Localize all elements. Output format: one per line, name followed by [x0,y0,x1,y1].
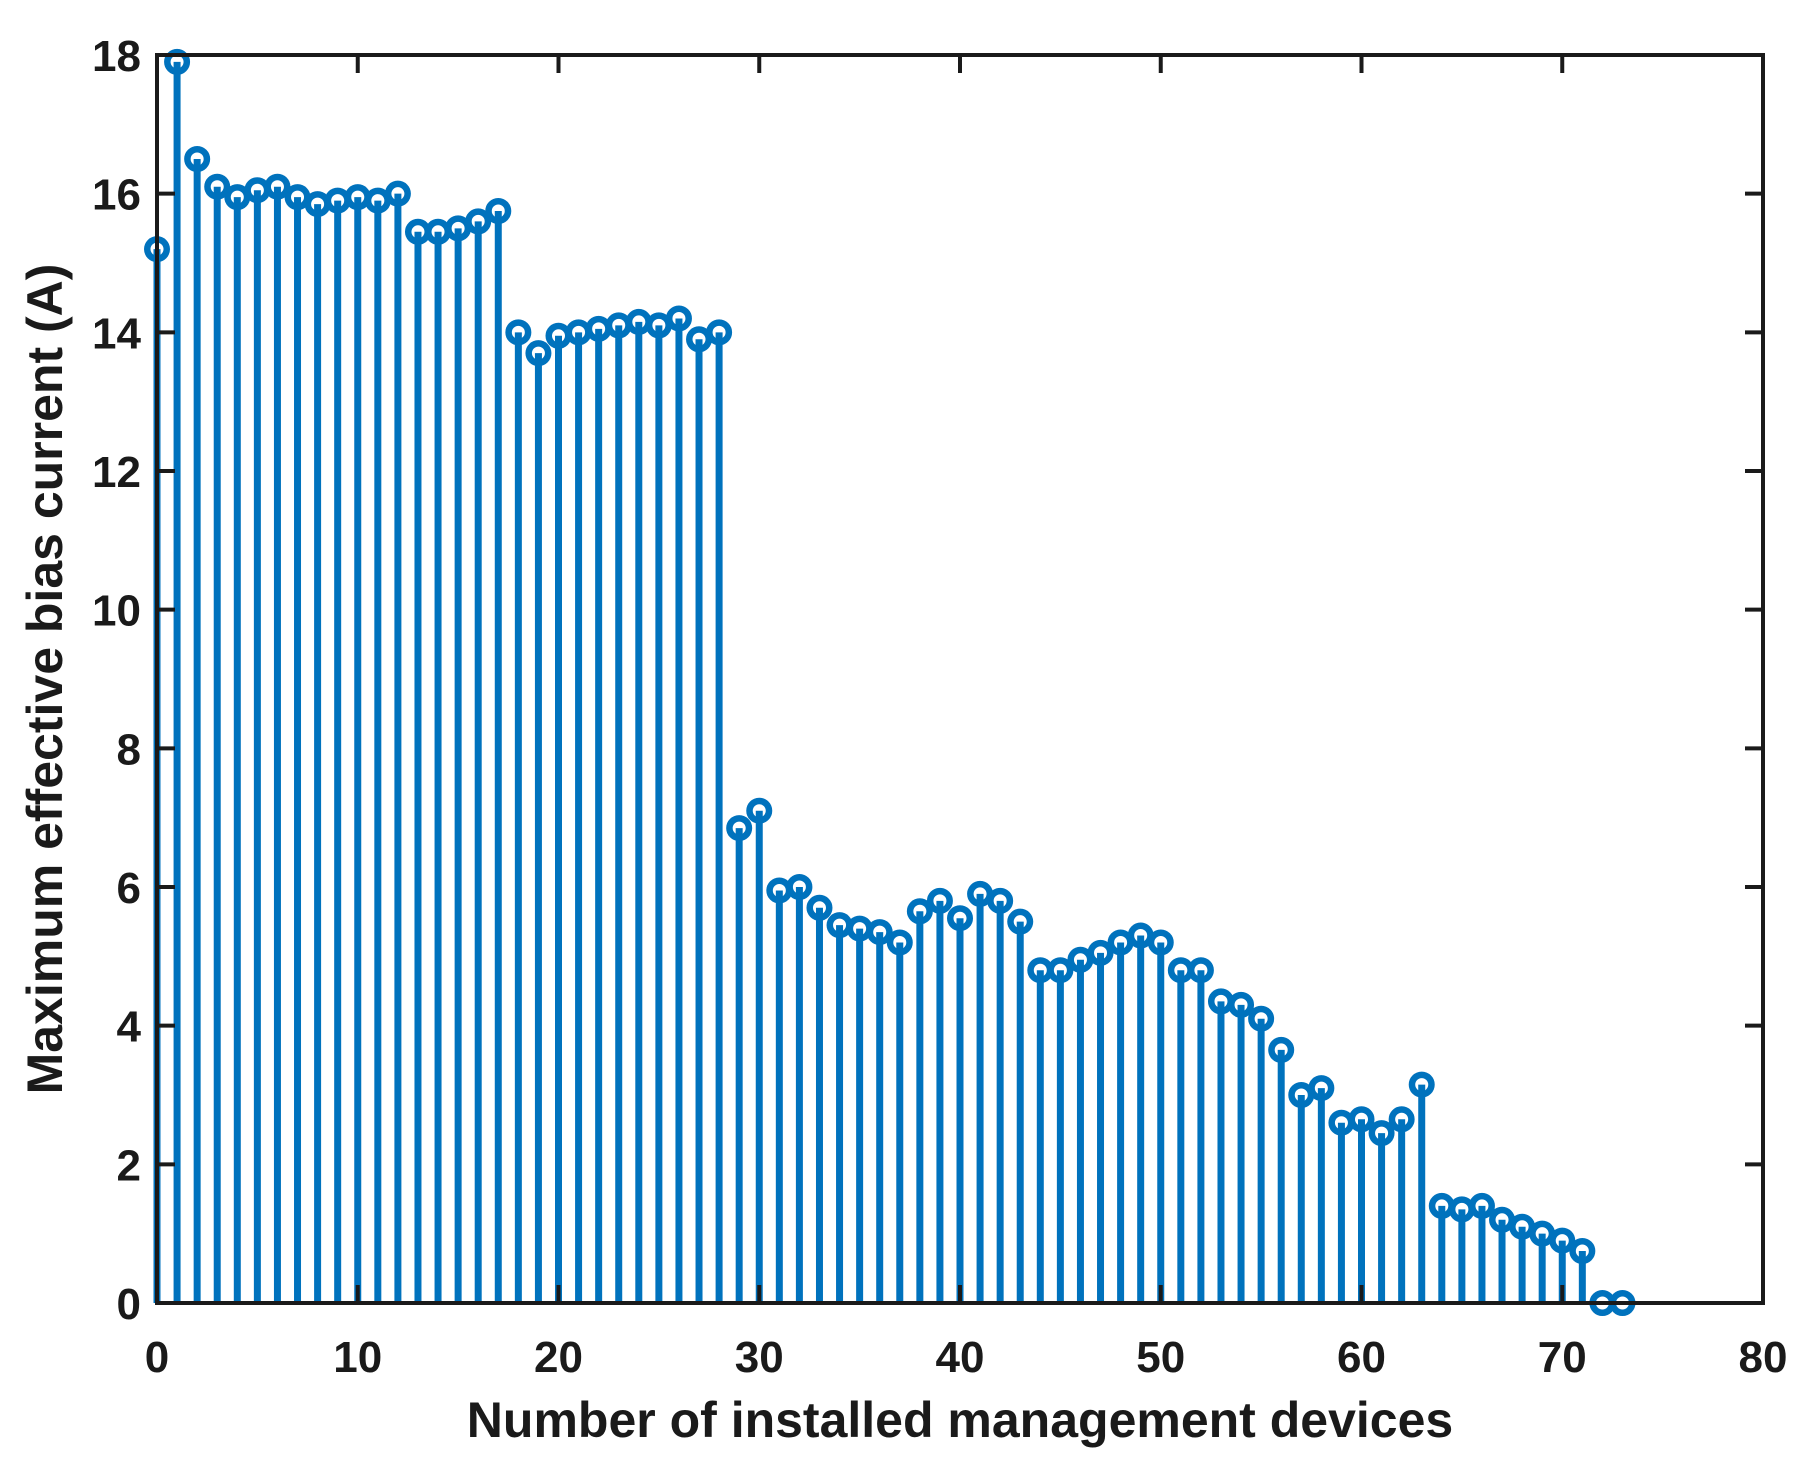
x-tick-label: 60 [1337,1333,1386,1382]
stem-marker [1187,957,1214,984]
stem-marker [1388,1106,1415,1133]
stem-marker [866,919,893,946]
stem-marker [706,319,733,346]
y-tick-label: 18 [92,32,141,81]
stem-marker [987,887,1014,914]
axis-ticks [155,53,1765,1305]
stem-marker [525,340,552,367]
y-tick-label: 12 [92,448,141,497]
stem-marker [1007,908,1034,935]
x-tick-label: 0 [145,1333,169,1382]
x-tick-label: 80 [1739,1333,1788,1382]
stem-marker [1408,1071,1435,1098]
stem-marker [184,146,211,172]
x-tick-label: 20 [534,1333,583,1382]
y-tick-label: 16 [92,171,141,220]
y-tick-label: 8 [117,725,141,774]
stem-marker [1368,1120,1395,1147]
stem-marker [906,898,933,925]
stem-marker [505,319,532,346]
stem-marker [1087,939,1114,966]
stem-marker [665,305,692,332]
y-tick-label: 4 [117,1003,142,1052]
x-tick-label: 10 [333,1333,382,1382]
stem-marker [1348,1106,1375,1133]
stem-marker [1228,991,1255,1018]
stem-marker [1268,1036,1295,1063]
stem-marker [746,797,773,824]
x-tick-label: 30 [735,1333,784,1382]
tick-labels: 0 10 20 30 40 50 60 70 80 0 2 4 6 8 10 12 14 16 18 [92,32,1787,1382]
stem-marker [786,874,813,900]
y-tick-label: 6 [117,864,141,913]
stem-marker [1248,1005,1275,1032]
x-axis-label: Number of installed management devices [467,1392,1453,1448]
stem-marker [926,887,953,914]
stem-marker [485,198,512,224]
stem-marker [1147,929,1174,956]
y-tick-label: 2 [117,1141,141,1190]
stem-marker [886,929,913,956]
stem-marker [1047,957,1074,984]
stem-marker [384,180,411,207]
stem-marker [465,208,492,235]
stem-marker [1569,1238,1596,1264]
x-tick-label: 70 [1538,1333,1587,1382]
stem-markers [144,48,1636,1316]
y-axis-label: Maximum effective bias current (A) [17,264,73,1095]
y-tick-label: 14 [92,309,141,358]
stem-marker [1549,1227,1576,1254]
y-tick-label: 0 [117,1280,141,1329]
stem-marker [947,905,973,932]
y-tick-label: 10 [92,587,141,636]
stem-marker [164,48,191,75]
stem-marker [1468,1192,1495,1219]
stem-marker [204,173,231,200]
stem-marker [1308,1075,1335,1102]
stem-lines [153,61,1586,1303]
stem-marker [806,894,833,921]
stem-marker [726,815,753,842]
stem-marker [264,173,291,200]
x-tick-label: 40 [936,1333,985,1382]
x-tick-label: 50 [1136,1333,1185,1382]
